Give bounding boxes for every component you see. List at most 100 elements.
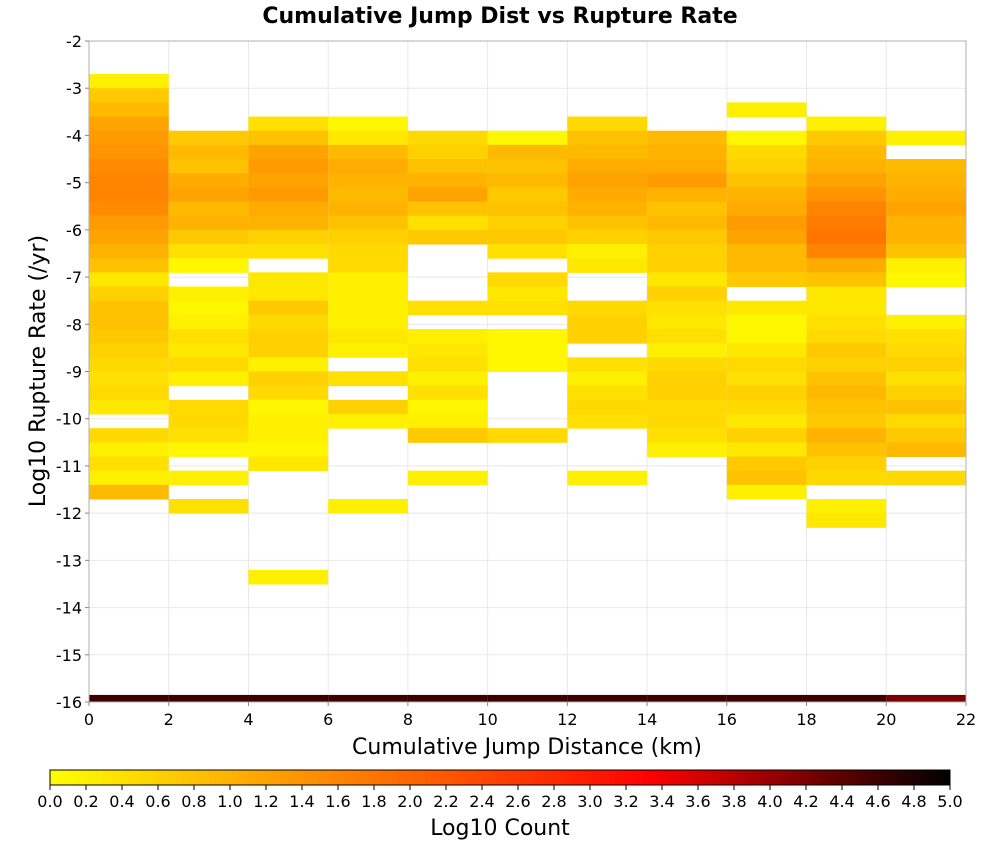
heatmap-cell [487,272,568,288]
heatmap-cell [89,357,169,372]
heatmap-cell [168,343,249,358]
heatmap-cell [647,272,727,288]
heatmap-cell [886,385,966,401]
heatmap-cell [647,314,727,330]
heatmap-cell [726,244,807,259]
heatmap-cell [407,300,488,316]
colorbar-tick-label: 3.2 [613,792,638,811]
heatmap-cell [806,300,887,316]
heatmap-cell [328,244,408,259]
heatmap-cell [567,470,648,486]
x-axis-label: Cumulative Jump Distance (km) [352,735,702,760]
heatmap-cell [886,428,966,443]
heatmap-cell [647,244,727,259]
x-tick-label: 14 [637,710,657,729]
heatmap-cell [89,371,169,387]
heatmap-cell [886,258,966,273]
colorbar-tick-label: 0.2 [73,792,98,811]
heatmap-cell [89,399,169,415]
heatmap-cell [726,229,807,245]
heatmap-cell [726,329,807,344]
heatmap-cell [886,215,966,231]
heatmap-cell [886,130,966,146]
colorbar-tick-label: 4.0 [757,792,782,811]
colorbar-tick-label: 2.2 [433,792,458,811]
heatmap-cell [328,300,408,316]
heatmap-cell [328,371,408,387]
heatmap-cell [248,286,329,302]
heatmap-cell [487,329,568,344]
heatmap-cell [487,229,568,245]
heatmap-cell [407,343,488,358]
colorbar-tick-label: 0.6 [145,792,170,811]
heatmap-cell [328,258,408,273]
heatmap-cell [328,413,408,429]
heatmap-cell [487,159,568,174]
y-tick-label: -15 [56,646,82,665]
heatmap-cell [806,694,887,702]
heatmap-cell [886,470,966,486]
heatmap-cell [248,385,329,401]
heatmap-cell [487,694,568,702]
heatmap-cell [328,229,408,245]
heatmap-cell [647,229,727,245]
heatmap-cell [168,244,249,259]
heatmap-cell [806,229,887,245]
heatmap-cell [248,272,329,288]
heatmap-cell [726,413,807,429]
heatmap-cell [328,694,408,702]
colorbar-tick-label: 0.0 [37,792,62,811]
heatmap-cell [726,484,807,500]
heatmap-cell [726,371,807,387]
heatmap-cell [89,343,169,358]
heatmap-cell [806,343,887,358]
heatmap-cell [487,343,568,358]
heatmap-cell [328,201,408,217]
heatmap-cell [806,371,887,387]
colorbar-tick-label: 0.4 [109,792,134,811]
heatmap-cell [806,286,887,302]
heatmap-cell [248,173,329,188]
heatmap-cell [89,428,169,443]
x-tick-label: 8 [403,710,413,729]
heatmap-cell [567,215,648,231]
heatmap-cell [407,130,488,146]
heatmap-cell [328,159,408,174]
heatmap-cell [407,144,488,160]
heatmap-cell [567,329,648,344]
heatmap-cell [726,272,807,288]
heatmap-cell [726,173,807,188]
heatmap-cell [726,201,807,217]
heatmap-cell [886,187,966,203]
heatmap-cell [647,144,727,160]
heatmap-cell [567,229,648,245]
x-tick-label: 10 [477,710,497,729]
heatmap-cell [328,329,408,344]
heatmap-cell [726,187,807,203]
heatmap-cell [886,343,966,358]
heatmap-cell [726,130,807,146]
y-tick-label: -16 [56,693,82,712]
heatmap-cell [647,300,727,316]
heatmap-cell [89,470,169,486]
heatmap-cell [168,159,249,174]
x-tick-label: 16 [717,710,737,729]
heatmap-cell [89,385,169,401]
heatmap-cell [886,173,966,188]
heatmap-cell [726,258,807,273]
heatmap-cell [567,144,648,160]
colorbar-tick-label: 4.2 [793,792,818,811]
heatmap-cell [886,694,966,702]
heatmap-cells [89,74,966,702]
heatmap-cell [328,272,408,288]
heatmap-cell [248,201,329,217]
heatmap-cell [407,229,488,245]
heatmap-cell [567,371,648,387]
x-tick-label: 20 [876,710,896,729]
heatmap-cell [487,187,568,203]
heatmap-cell [726,470,807,486]
heatmap-cell [647,286,727,302]
heatmap-cell [328,173,408,188]
heatmap-cell [168,413,249,429]
